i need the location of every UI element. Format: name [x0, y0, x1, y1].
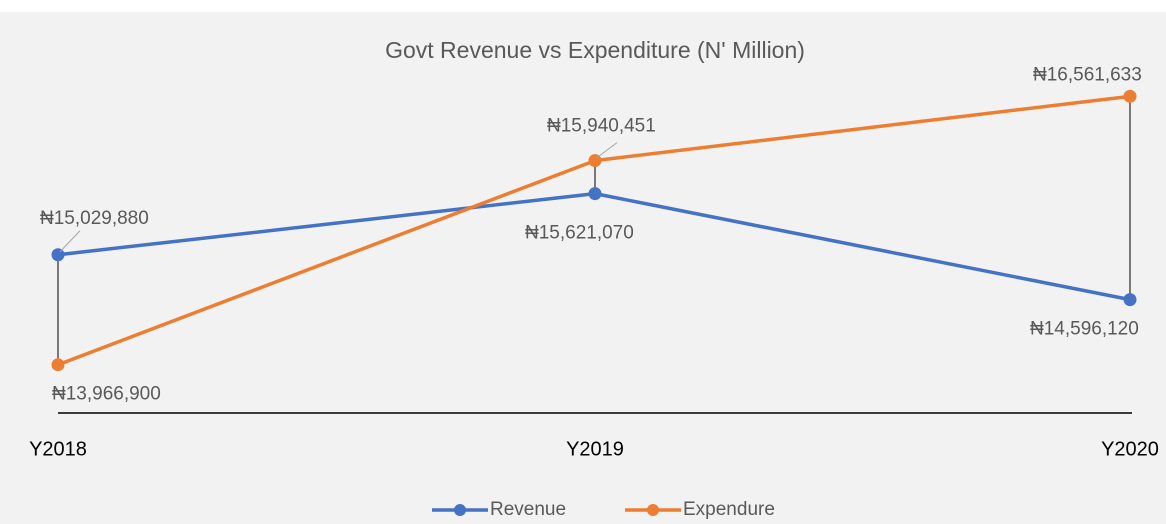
point — [1123, 89, 1137, 103]
legend-label: Revenue — [490, 499, 566, 520]
data-label: ₦15,940,451 — [547, 116, 656, 137]
data-label: ₦13,966,900 — [52, 384, 161, 405]
data-label: ₦16,561,633 — [1033, 64, 1142, 85]
data-label: ₦15,621,070 — [525, 223, 634, 244]
data-label: ₦15,029,880 — [40, 208, 149, 229]
leader-line — [596, 142, 618, 158]
x-tick-label: Y2020 — [1101, 438, 1159, 460]
legend-marker — [454, 504, 466, 516]
legend-label: Expendure — [683, 499, 775, 520]
x-tick-label: Y2019 — [566, 438, 624, 460]
data-label: ₦14,596,120 — [1030, 319, 1139, 340]
point — [588, 154, 602, 168]
leader-line — [59, 230, 81, 253]
x-tick-label: Y2018 — [29, 438, 87, 460]
legend-marker — [647, 504, 659, 516]
point — [51, 358, 65, 372]
chart-title: Govt Revenue vs Expenditure (N' Million) — [385, 37, 805, 63]
point — [588, 187, 602, 201]
point — [1123, 293, 1137, 307]
point — [51, 248, 65, 262]
